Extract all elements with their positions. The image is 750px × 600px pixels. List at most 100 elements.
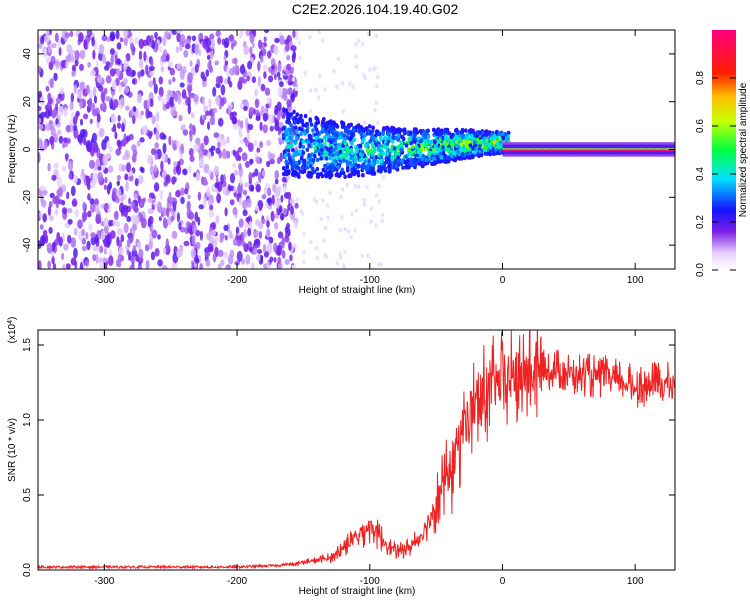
heatmap-cell: [67, 160, 74, 171]
heatmap-cell: [87, 193, 91, 201]
heatmap-cell: [114, 131, 118, 140]
heatmap-cell: [226, 66, 230, 77]
heatmap-cell: [234, 64, 240, 76]
heatmap-cell: [216, 136, 223, 143]
heatmap-cell: [440, 154, 444, 160]
heatmap-cell: [313, 154, 317, 159]
heatmap-cell: [51, 96, 55, 106]
heatmap-cell: [505, 149, 509, 151]
heatmap-cell: [192, 224, 198, 235]
heatmap-cell: [377, 199, 381, 204]
heatmap-cell: [360, 41, 364, 46]
heatmap-cell: [350, 167, 354, 172]
heatmap-cell: [257, 61, 261, 72]
heatmap-cell: [162, 170, 167, 178]
heatmap-cell: [104, 224, 109, 235]
heatmap-cell: [54, 208, 59, 216]
heatmap-cell: [172, 111, 178, 117]
heatmap-cell: [224, 207, 228, 217]
heatmap-cell: [241, 152, 248, 162]
heatmap-cell: [237, 119, 241, 127]
heatmap-cell: [379, 262, 383, 266]
heatmap-cell: [284, 171, 289, 177]
heatmap-cell: [229, 173, 236, 184]
heatmap-cell: [103, 217, 109, 227]
heatmap-cell: [41, 46, 48, 56]
heatmap-cell: [363, 201, 366, 206]
heatmap-cell: [129, 42, 135, 51]
heatmap-cell: [567, 149, 571, 151]
heatmap-cell: [428, 140, 432, 145]
heatmap-cell: [69, 55, 75, 63]
heatmap-cell: [639, 149, 643, 151]
heatmap-cell: [216, 193, 222, 204]
heatmap-cell: [61, 207, 68, 215]
heatmap-cell: [268, 75, 274, 83]
heatmap-cell: [98, 85, 104, 92]
heatmap-cell: [63, 137, 68, 143]
heatmap-cell: [86, 240, 91, 251]
heatmap-cell: [202, 75, 207, 82]
heatmap-cell: [426, 128, 430, 133]
heatmap-cell: [379, 154, 384, 160]
heatmap-cell: [171, 230, 178, 239]
heatmap-cell: [39, 185, 46, 192]
heatmap-cell: [79, 98, 84, 110]
heatmap-cell: [335, 85, 339, 90]
heatmap-cell: [54, 195, 60, 204]
heatmap-cell: [100, 230, 106, 241]
heatmap-cell: [412, 139, 417, 144]
heatmap-cell: [98, 44, 105, 55]
heatmap-cell: [104, 264, 108, 269]
heatmap-cell: [298, 55, 302, 60]
heatmap-cell: [153, 83, 158, 95]
heatmap-cell: [380, 165, 384, 171]
heatmap-cell: [189, 212, 194, 220]
heatmap-cell: [291, 77, 295, 82]
heatmap-cell: [254, 238, 260, 245]
heatmap-cell: [315, 199, 318, 204]
heatmap-cell: [215, 75, 221, 85]
y-tick-label: -40: [22, 237, 33, 252]
heatmap-cell: [315, 255, 319, 260]
heatmap-cell: [143, 51, 147, 62]
heatmap-cell: [491, 148, 495, 154]
heatmap-cell: [361, 173, 365, 178]
heatmap-cell: [354, 145, 358, 150]
heatmap-cell: [302, 169, 307, 174]
heatmap-cell: [42, 229, 48, 236]
heatmap-cell: [332, 69, 336, 74]
heatmap-cell: [38, 123, 44, 131]
heatmap-cell: [599, 149, 603, 151]
heatmap-cell: [180, 143, 185, 154]
heatmap-cell: [206, 54, 211, 61]
heatmap-cell: [209, 33, 215, 40]
heatmap-cell: [240, 30, 244, 37]
heatmap-cell: [420, 146, 425, 152]
heatmap-cell: [77, 219, 83, 229]
heatmap-cell: [203, 114, 207, 121]
heatmap-cell: [385, 125, 390, 130]
heatmap-cell: [81, 168, 85, 178]
heatmap-cell: [276, 157, 281, 165]
heatmap-cell: [147, 154, 153, 165]
heatmap-cell: [71, 71, 76, 77]
heatmap-cell: [93, 95, 98, 104]
heatmap-cell: [115, 77, 120, 87]
heatmap-cell: [287, 157, 292, 162]
heatmap-cell: [382, 126, 386, 131]
heatmap-cell: [130, 201, 135, 210]
heatmap-cell: [215, 215, 220, 224]
heatmap-cell: [512, 149, 515, 151]
heatmap-cell: [248, 220, 252, 231]
heatmap-cell: [154, 31, 158, 39]
heatmap-cell: [326, 203, 330, 208]
heatmap-cell: [318, 73, 322, 78]
heatmap-cell: [306, 173, 311, 178]
heatmap-cell: [246, 132, 250, 141]
heatmap-cell: [658, 149, 662, 151]
heatmap-cell: [88, 159, 95, 169]
heatmap-cell: [383, 135, 388, 140]
heatmap-cell: [115, 219, 120, 226]
heatmap-cell: [374, 193, 378, 198]
